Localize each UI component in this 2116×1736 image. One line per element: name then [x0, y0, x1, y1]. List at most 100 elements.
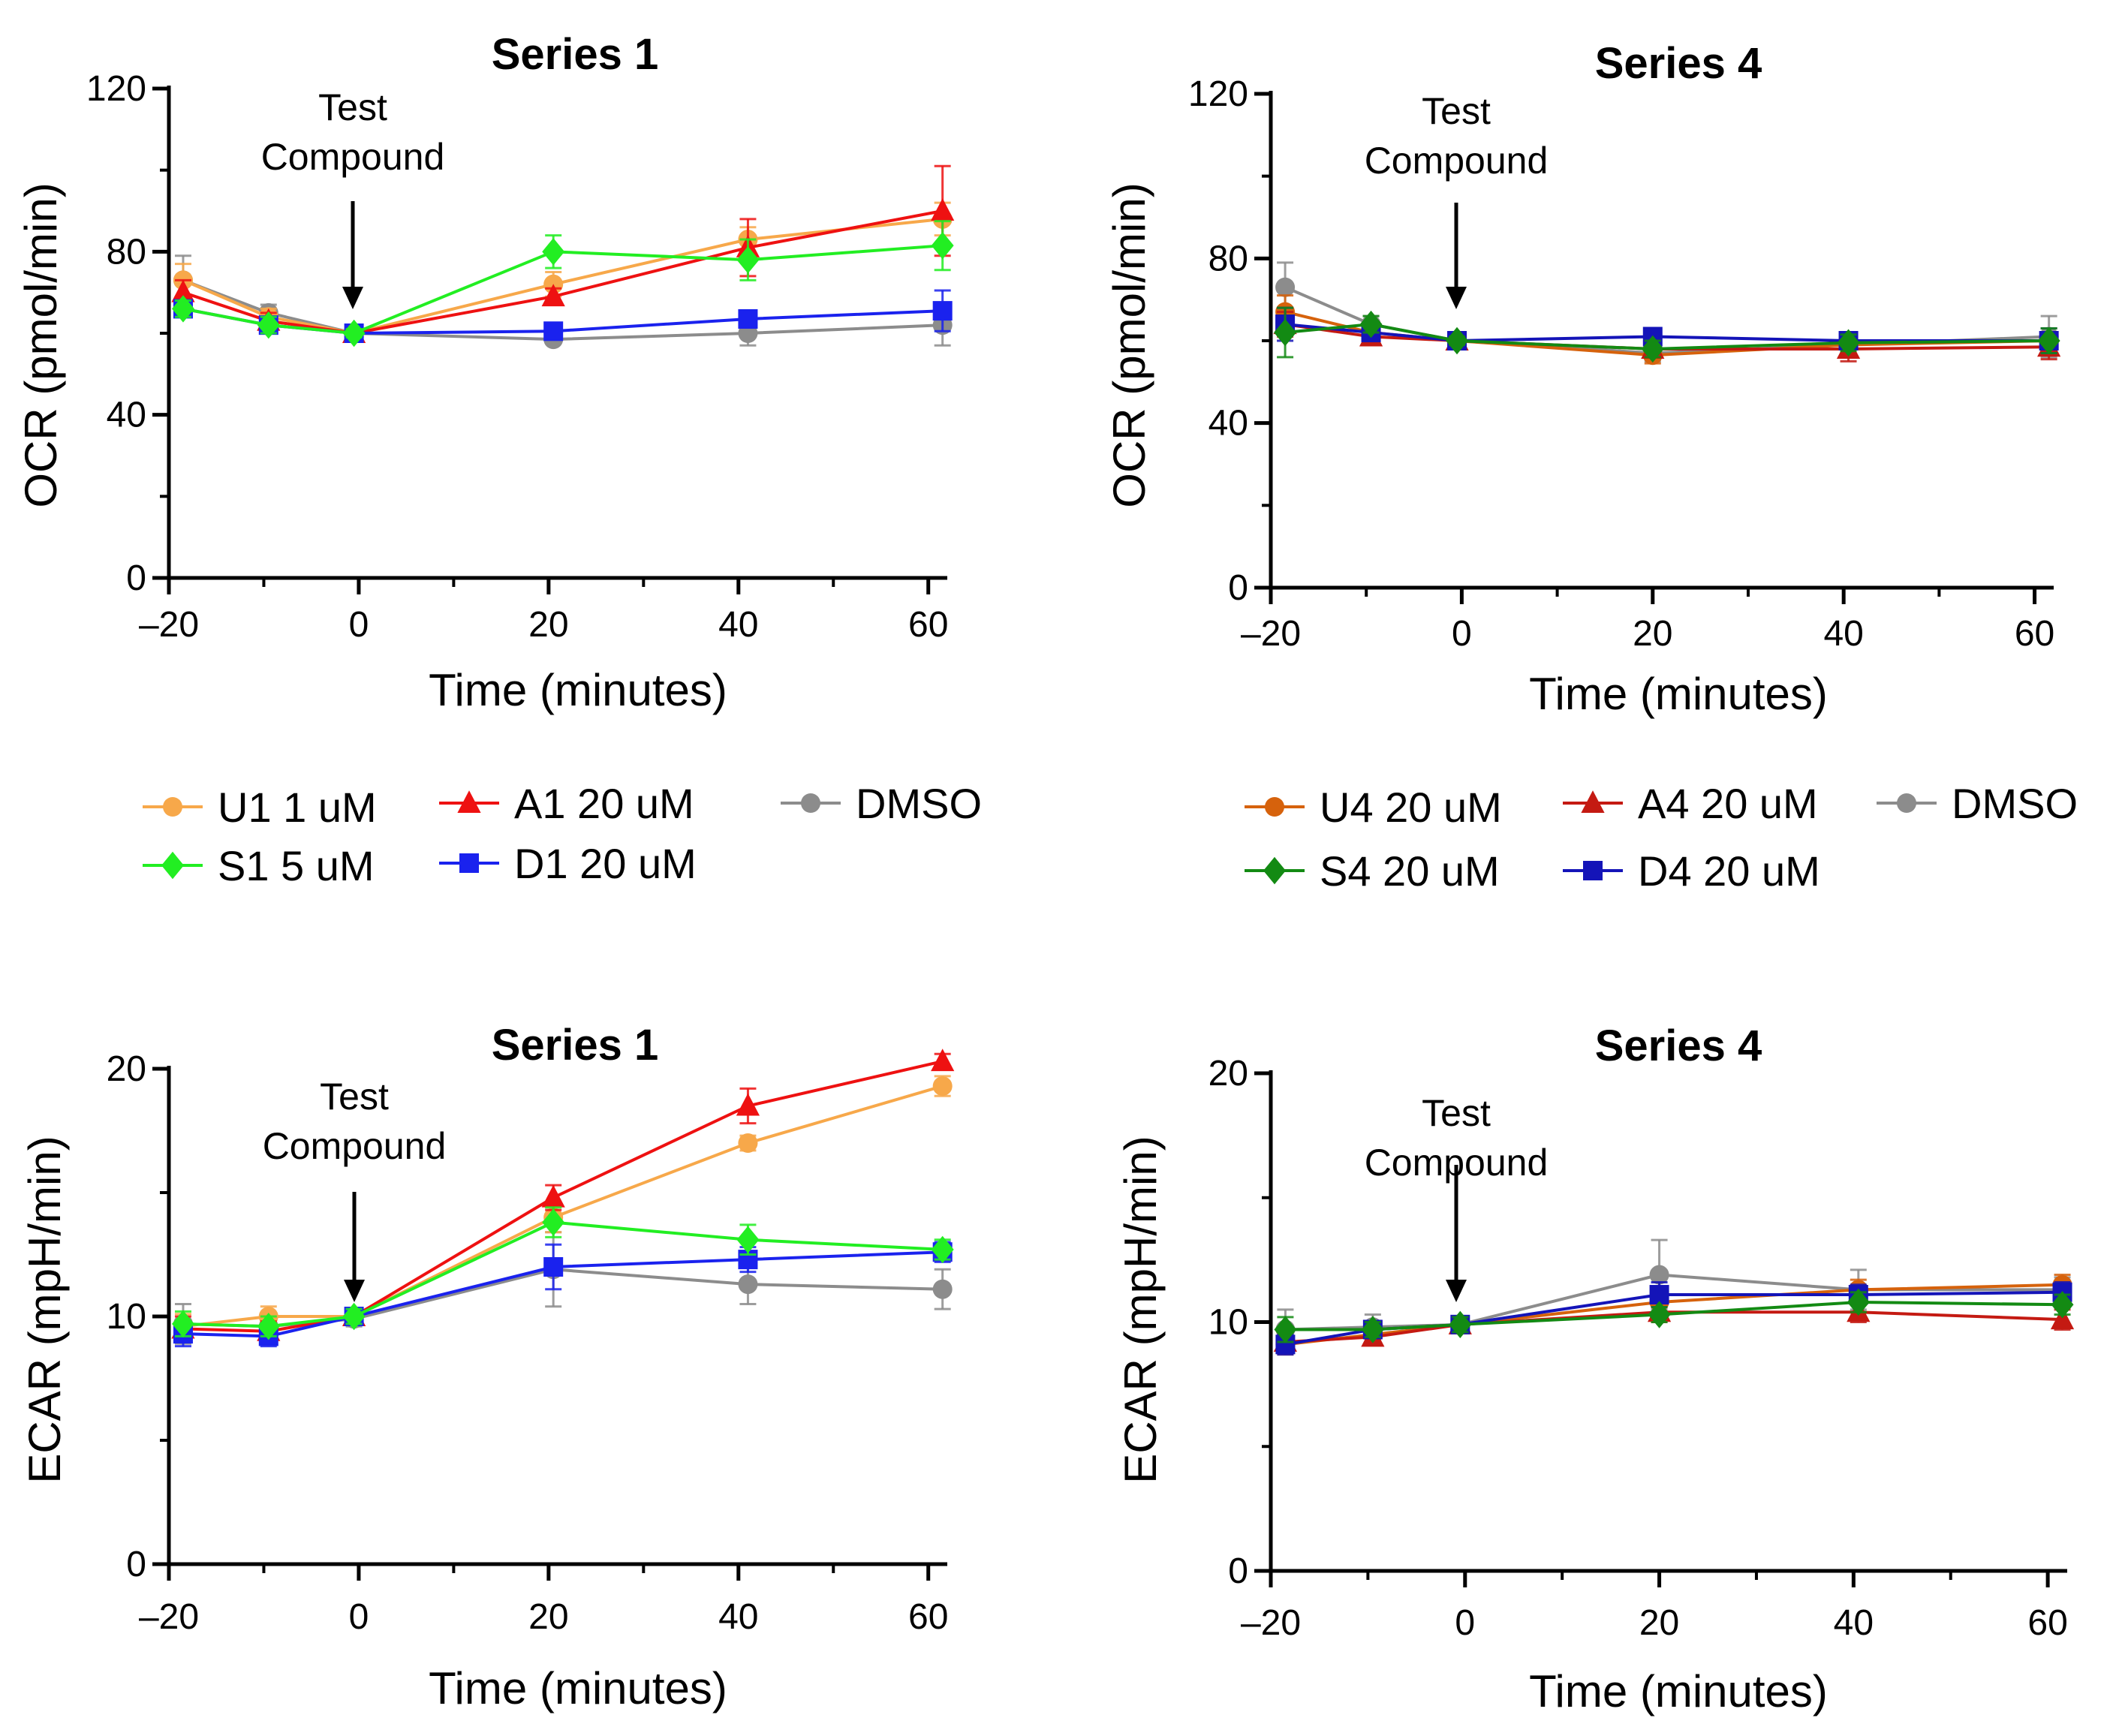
data-point — [1359, 310, 1383, 338]
legend-item-D4: D4 20 uM — [1563, 847, 1820, 895]
legend-label: D1 20 uM — [514, 840, 697, 887]
annotation-arrowhead — [1446, 287, 1467, 309]
legend-label: A4 20 uM — [1638, 780, 1818, 827]
series-S1 — [172, 1206, 954, 1340]
series-line — [182, 1220, 943, 1328]
y-tick-label: 0 — [126, 1545, 146, 1584]
data-point — [1837, 329, 1860, 357]
data-point — [738, 1133, 758, 1153]
data-point — [1275, 277, 1296, 297]
y-tick-label: 0 — [1228, 1551, 1248, 1591]
data-point — [1847, 1288, 1870, 1316]
legend-label: S4 20 uM — [1320, 847, 1500, 895]
x-tick-label: 0 — [1452, 614, 1472, 654]
annotation-arrowhead — [1446, 1280, 1467, 1302]
x-tick-label: 20 — [1633, 614, 1672, 654]
data-point — [257, 1313, 280, 1340]
data-point — [1649, 1265, 1669, 1285]
annotation-line2: Compound — [1365, 140, 1549, 182]
y-tick-label: 40 — [1208, 404, 1248, 444]
data-point — [342, 319, 366, 348]
y-tick-label: 80 — [1208, 239, 1248, 278]
annotation-arrowhead — [344, 1280, 365, 1302]
legend-item-DMSO: DMSO — [1877, 780, 2078, 827]
legend-2: U4 20 uM A4 20 uM DMSO S4 20 uM D4 20 uM — [1245, 780, 2078, 895]
data-point — [931, 1049, 955, 1072]
x-tick-label: 60 — [908, 1597, 948, 1637]
data-point — [542, 238, 565, 266]
data-point — [172, 1310, 194, 1338]
data-point — [1449, 1310, 1472, 1339]
legend-item-S1: S1 5 uM — [143, 842, 375, 889]
panel-ocr1: Series 1 0 40 80 120 –20 0 20 40 60 Time (minutes)… — [16, 30, 955, 715]
y-tick-label: 40 — [107, 396, 146, 435]
x-tick-label: 40 — [718, 1597, 758, 1637]
legend-1: U1 1 uM A1 20 uM DMSO S1 5 uM D1 20 uM — [143, 780, 982, 889]
data-point — [736, 1226, 760, 1253]
annotation-line2: Compound — [261, 136, 445, 178]
data-point — [932, 301, 953, 321]
series-D1 — [173, 1241, 953, 1348]
y-tick-label: 0 — [1228, 568, 1248, 608]
y-tick-label: 80 — [107, 232, 146, 272]
x-tick-label: 60 — [2027, 1603, 2067, 1643]
data-point — [1361, 1316, 1384, 1343]
x-tick-label: –20 — [139, 1597, 199, 1637]
legend-marker — [459, 853, 479, 873]
series-S1 — [172, 220, 954, 348]
legend-item-DMSO: DMSO — [781, 780, 982, 827]
data-point — [543, 321, 564, 341]
series-A1 — [171, 1049, 955, 1343]
data-point — [736, 1093, 760, 1116]
legend-marker — [161, 851, 184, 880]
legend-marker — [1263, 856, 1286, 885]
panel-ecar1: Series 1 0 10 20 –20 0 20 40 60 Time (minutes) ECA… — [20, 1021, 955, 1713]
series-D4 — [1275, 306, 2059, 354]
x-axis-label: Time (minutes) — [429, 1663, 727, 1713]
y-axis-label: OCR (pmol/min) — [1104, 182, 1154, 507]
legend-label: DMSO — [1952, 780, 2078, 827]
x-tick-label: –20 — [1241, 614, 1301, 654]
x-tick-label: 20 — [528, 1597, 568, 1637]
series-D4 — [1275, 1280, 2072, 1356]
y-tick-label: 10 — [107, 1297, 146, 1337]
series-line — [182, 1060, 944, 1333]
data-point — [541, 1184, 565, 1208]
annotation-line1: Test — [1422, 1092, 1491, 1134]
legend-label: U4 20 uM — [1320, 784, 1502, 831]
legend-item-S4: S4 20 uM — [1245, 847, 1500, 895]
x-tick-label: –20 — [1241, 1603, 1301, 1643]
y-axis-label: ECAR (mpH/min) — [20, 1136, 70, 1483]
legend-label: DMSO — [856, 780, 982, 827]
x-tick-label: –20 — [139, 605, 199, 645]
series-line — [1284, 323, 2049, 343]
x-tick-label: 0 — [349, 1597, 369, 1637]
panel-ocr4: Series 4 0 40 80 120 –20 0 20 40 60 Time (minutes)… — [1104, 39, 2061, 719]
data-point — [1274, 1316, 1297, 1343]
panel-ecar4: Series 4 0 10 20 –20 0 20 40 60 Time (minutes) ECA… — [1115, 1021, 2075, 1716]
data-point — [2037, 326, 2060, 355]
series-S4 — [1274, 1288, 2074, 1343]
x-axis-label: Time (minutes) — [429, 665, 727, 715]
y-tick-label: 20 — [1208, 1054, 1248, 1094]
legend-label: S1 5 uM — [218, 842, 375, 889]
series-U1 — [173, 1075, 953, 1340]
annotation-arrowhead — [342, 287, 363, 309]
annotation-line1: Test — [320, 1076, 389, 1118]
y-tick-label: 120 — [1188, 74, 1248, 114]
annotation-line1: Test — [318, 86, 387, 128]
legend-marker — [801, 793, 820, 813]
data-point — [932, 1076, 953, 1097]
data-point — [1446, 326, 1468, 355]
legend-marker — [1583, 861, 1603, 880]
data-point — [171, 279, 195, 302]
x-axis-label: Time (minutes) — [1529, 1666, 1828, 1716]
legend-item-D1: D1 20 uM — [439, 840, 697, 887]
series-line — [182, 217, 943, 335]
series-line — [1284, 310, 2049, 357]
data-point — [541, 284, 565, 307]
data-point — [543, 1257, 564, 1277]
panel-title: Series 4 — [1595, 1021, 1762, 1070]
data-point — [931, 198, 955, 221]
